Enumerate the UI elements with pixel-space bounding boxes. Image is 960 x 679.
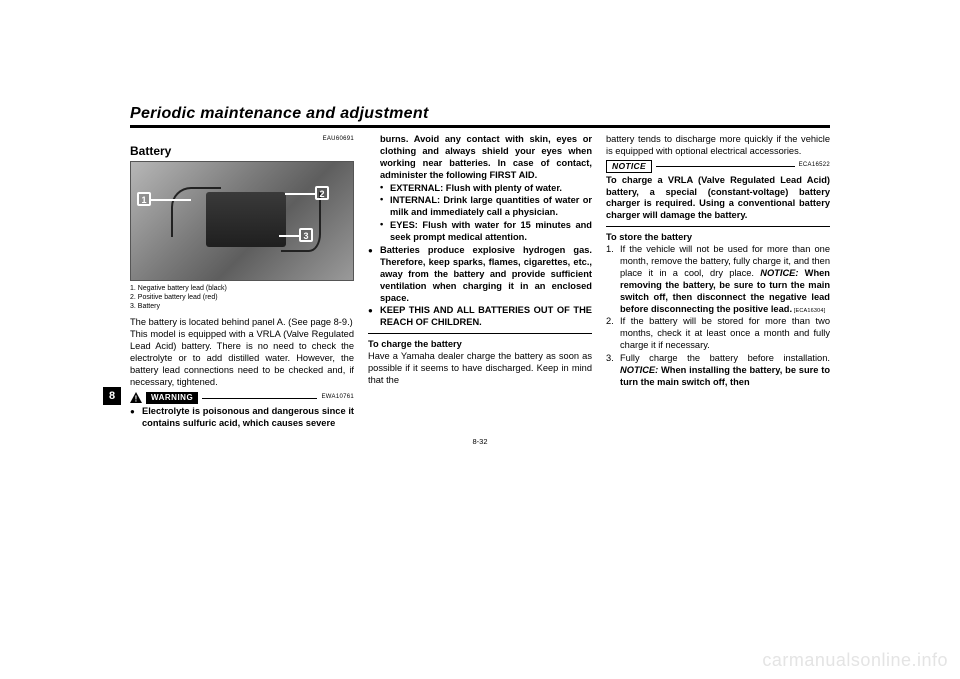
vrla-description-text: This model is equipped with a VRLA (Valv…	[130, 329, 354, 388]
store-heading: To store the battery	[606, 232, 830, 244]
callout-1: 1	[137, 192, 151, 206]
page-title: Periodic maintenance and adjustment	[130, 105, 830, 123]
content-columns: EAU60691 Battery 1 2 3 1. Negative batte…	[130, 134, 830, 431]
store-item-1: If the vehicle will not be used for more…	[606, 244, 830, 315]
warning-item-hydrogen: Batteries produce explosive hydrogen gas…	[368, 245, 592, 304]
first-aid-internal: INTERNAL: Drink large quantities of wate…	[380, 195, 592, 219]
charge-body-cont: battery tends to discharge more quickly …	[606, 134, 830, 158]
column-3: battery tends to discharge more quickly …	[606, 134, 830, 431]
callout-3: 3	[299, 228, 313, 242]
callout-2: 2	[315, 186, 329, 200]
battery-figure: 1 2 3	[130, 161, 354, 281]
column-2: burns. Avoid any contact with skin, eyes…	[368, 134, 592, 431]
svg-text:!: !	[135, 395, 138, 404]
first-aid-list: EXTERNAL: Flush with plenty of water. IN…	[368, 183, 592, 244]
store-list: If the vehicle will not be used for more…	[606, 244, 830, 389]
caption-line-3: 3. Battery	[130, 302, 354, 311]
warning-item-electrolyte-cont: burns. Avoid any contact with skin, eyes…	[368, 134, 592, 182]
store-item-1-code: [ECA16304]	[792, 308, 825, 314]
notice-code: ECA16522	[799, 162, 830, 170]
first-aid-external: EXTERNAL: Flush with plenty of water.	[380, 183, 592, 195]
warning-list-cont: Batteries produce explosive hydrogen gas…	[368, 245, 592, 329]
charge-heading: To charge the battery	[368, 339, 592, 351]
store-item-3: Fully charge the battery before installa…	[606, 353, 830, 389]
battery-location-text: The battery is located behind panel A. (…	[130, 317, 354, 329]
column-1: EAU60691 Battery 1 2 3 1. Negative batte…	[130, 134, 354, 431]
title-rule: Periodic maintenance and adjustment	[130, 105, 830, 128]
notice-body-text: To charge a VRLA (Valve Regulated Lead A…	[606, 175, 830, 223]
warning-code: EWA10761	[321, 394, 354, 402]
warning-end-rule	[368, 333, 592, 334]
warning-list: Electrolyte is poisonous and dangerous s…	[130, 406, 354, 430]
warning-rule	[202, 398, 317, 399]
caption-line-1: 1. Negative battery lead (black)	[130, 284, 354, 293]
page-number: 8-32	[130, 437, 830, 446]
manual-page: Periodic maintenance and adjustment 8 EA…	[130, 105, 830, 605]
notice-rule	[656, 166, 795, 167]
store-item-2: If the battery will be stored for more t…	[606, 316, 830, 352]
caption-line-2: 2. Positive battery lead (red)	[130, 293, 354, 302]
warning-triangle-icon: !	[130, 392, 142, 403]
warning-badge: WARNING	[146, 392, 198, 404]
notice-badge: NOTICE	[606, 160, 652, 173]
notice-header: NOTICE ECA16522	[606, 160, 830, 173]
store-item-3a: Fully charge the battery before installa…	[620, 353, 830, 363]
store-item-3-notice-label: NOTICE:	[620, 365, 658, 375]
watermark: carmanualsonline.info	[762, 650, 948, 671]
section-tab: 8	[103, 387, 121, 405]
store-item-1-notice-label: NOTICE:	[760, 268, 798, 278]
warning-item-children: KEEP THIS AND ALL BATTERIES OUT OF THE R…	[368, 305, 592, 329]
warning-item-electrolyte: Electrolyte is poisonous and dangerous s…	[130, 406, 354, 430]
battery-heading: Battery	[130, 144, 354, 159]
first-aid-eyes: EYES: Flush with water for 15 minutes an…	[380, 220, 592, 244]
figure-caption: 1. Negative battery lead (black) 2. Posi…	[130, 284, 354, 311]
charge-body-text: Have a Yamaha dealer charge the battery …	[368, 351, 592, 387]
ref-code: EAU60691	[130, 136, 354, 144]
notice-end-rule	[606, 226, 830, 227]
warning-header: ! WARNING EWA10761	[130, 392, 354, 404]
